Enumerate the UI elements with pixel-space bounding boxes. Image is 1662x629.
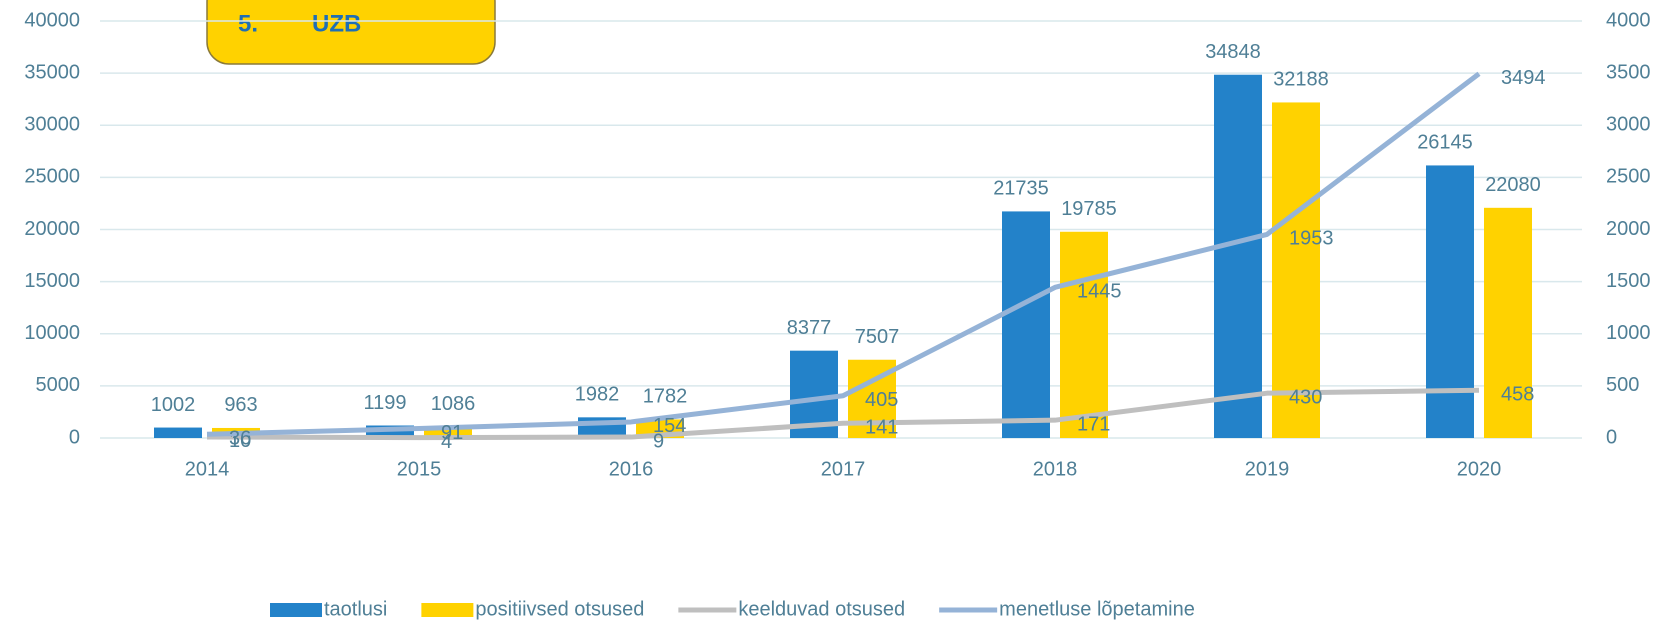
y-tick-label: 10000 xyxy=(24,322,80,344)
x-tick-label: 2016 xyxy=(609,458,654,480)
bar-label: 1199 xyxy=(363,392,406,414)
bar-label: 8377 xyxy=(787,317,832,339)
line-label: 36 xyxy=(229,428,251,450)
bar-label: 22080 xyxy=(1485,174,1541,196)
y2-tick-label: 2000 xyxy=(1606,218,1651,240)
bar-label: 1086 xyxy=(431,393,476,415)
bar-label: 1002 xyxy=(151,394,196,416)
y2-tick-label: 1000 xyxy=(1606,322,1651,344)
y-tick-label: 20000 xyxy=(24,218,80,240)
x-tick-label: 2019 xyxy=(1245,458,1290,480)
y2-tick-label: 2500 xyxy=(1606,166,1651,188)
x-tick-label: 2020 xyxy=(1457,458,1502,480)
bar xyxy=(154,428,202,438)
legend-label: taotlusi xyxy=(324,598,387,620)
line-label: 1953 xyxy=(1289,228,1334,250)
x-tick-label: 2015 xyxy=(397,458,442,480)
legend-label: menetluse lõpetamine xyxy=(999,598,1195,620)
line-label: 458 xyxy=(1501,384,1534,406)
line-label: 154 xyxy=(653,415,686,437)
y2-tick-label: 3500 xyxy=(1606,61,1651,83)
y-tick-label: 35000 xyxy=(24,61,80,83)
line-label: 1445 xyxy=(1077,281,1122,303)
legend-label: positiivsed otsused xyxy=(475,598,644,620)
line-label: 141 xyxy=(865,417,898,439)
y2-tick-label: 1500 xyxy=(1606,270,1651,292)
bar-label: 963 xyxy=(224,394,257,416)
bar-label: 7507 xyxy=(855,326,900,348)
line-label: 91 xyxy=(441,422,463,444)
chart: 5. UZB 050001000015000200002500030000350… xyxy=(0,0,1662,624)
legend-swatch xyxy=(270,603,322,617)
y-tick-label: 5000 xyxy=(36,374,81,396)
bar-label: 1782 xyxy=(643,386,688,408)
y-tick-label: 40000 xyxy=(24,9,80,31)
x-tick-label: 2018 xyxy=(1033,458,1078,480)
bar-label: 34848 xyxy=(1205,41,1261,63)
bar xyxy=(1002,211,1050,438)
bar-label: 26145 xyxy=(1417,132,1473,154)
title-number: 5. xyxy=(238,10,258,37)
y-tick-label: 15000 xyxy=(24,270,80,292)
y-tick-label: 30000 xyxy=(24,114,80,136)
line-label: 3494 xyxy=(1501,67,1546,89)
y2-tick-label: 4000 xyxy=(1606,9,1651,31)
bar-label: 1982 xyxy=(575,384,620,406)
bar xyxy=(1060,232,1108,438)
bar-label: 19785 xyxy=(1061,198,1117,220)
x-tick-label: 2017 xyxy=(821,458,866,480)
y2-tick-label: 0 xyxy=(1606,426,1617,448)
legend-swatch xyxy=(421,603,473,617)
bar-label: 32188 xyxy=(1273,69,1329,91)
y2-tick-label: 3000 xyxy=(1606,114,1651,136)
line-label: 171 xyxy=(1077,413,1110,435)
bar xyxy=(1214,75,1262,438)
line-label: 430 xyxy=(1289,386,1322,408)
bar-label: 21735 xyxy=(993,178,1049,200)
bar xyxy=(1426,165,1474,438)
y2-tick-label: 500 xyxy=(1606,374,1639,396)
x-tick-label: 2014 xyxy=(185,458,230,480)
y-tick-label: 25000 xyxy=(24,166,80,188)
y-tick-label: 0 xyxy=(69,426,80,448)
line-label: 405 xyxy=(865,389,898,411)
legend-label: keelduvad otsused xyxy=(738,598,905,620)
chart-title: UZB xyxy=(312,10,361,37)
